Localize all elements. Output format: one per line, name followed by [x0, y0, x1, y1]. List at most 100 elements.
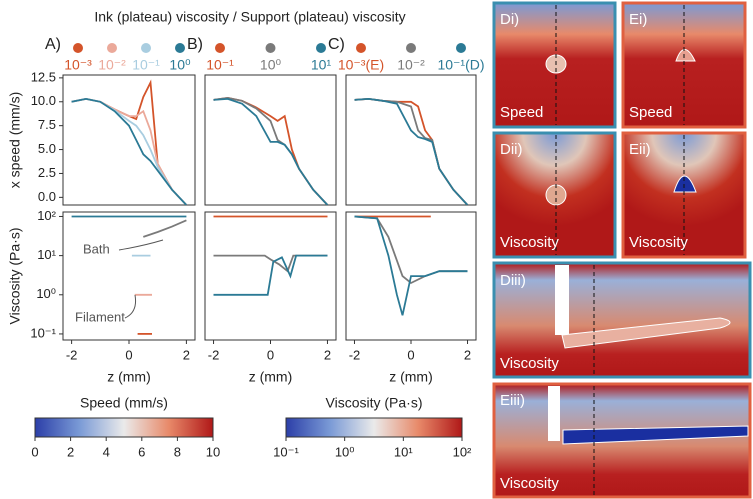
series-line [213, 254, 328, 296]
legend-marker [356, 43, 366, 53]
legend-marker [215, 43, 225, 53]
y-axis-label: Viscosity (Pa·s) [7, 228, 23, 325]
x-tick-label: 8 [174, 444, 181, 459]
series-line [143, 219, 187, 238]
legend-marker [265, 43, 276, 53]
legend-marker [141, 43, 151, 53]
panel-caption: Viscosity [500, 234, 559, 251]
panel-label: Eiii) [500, 392, 525, 409]
series-line [71, 97, 188, 205]
colorbar [285, 417, 463, 438]
panel-caption: Speed [500, 104, 543, 121]
x-tick-label: -2 [208, 347, 220, 362]
panel-label: A) [45, 36, 61, 53]
legend-label: 10⁻² [397, 57, 425, 73]
panel-label: B) [187, 36, 203, 53]
y-tick-label: 10.0 [31, 93, 56, 108]
panel-label: Ei) [629, 11, 647, 28]
x-tick-label: 2 [183, 347, 190, 362]
legend-marker [175, 43, 185, 53]
legend-marker [456, 43, 466, 53]
panel-caption: Speed [629, 104, 672, 121]
x-tick-label: 2 [464, 347, 471, 362]
centerlines [555, 5, 685, 495]
y-tick-label: 5.0 [38, 141, 56, 156]
legend-label: 10⁰ [260, 57, 282, 73]
series-line [354, 97, 469, 205]
y-tick-label: 12.5 [31, 69, 56, 84]
x-axis-label: z (mm) [107, 369, 151, 385]
annotation-arrow [124, 294, 136, 319]
colorbar-title: Viscosity (Pa·s) [326, 395, 423, 411]
annotation: Filament [75, 309, 125, 324]
series-line [354, 97, 469, 205]
y-tick-label: 2.5 [38, 165, 56, 180]
legend-label: 10⁻³(E) [338, 57, 384, 73]
legend-label: 10¹ [311, 57, 332, 73]
legend-marker [73, 43, 83, 53]
series-line [71, 97, 188, 205]
x-tick-label: 10¹ [394, 444, 413, 459]
series-line [213, 97, 329, 205]
x-tick-label: 10⁰ [335, 444, 355, 459]
series-line [213, 96, 329, 205]
panel-label: Eii) [629, 141, 651, 158]
legend-marker [406, 43, 416, 53]
legend-label: 10⁻¹ [132, 57, 160, 73]
series-line [354, 97, 469, 205]
y-tick-label: 0.0 [38, 189, 56, 204]
x-tick-label: 0 [407, 347, 414, 362]
annotation-arrow [118, 239, 164, 251]
y-axis-label: x speed (mm/s) [7, 92, 23, 188]
panel-label: Di) [500, 11, 519, 28]
x-tick-label: -2 [349, 347, 361, 362]
x-tick-label: -2 [66, 347, 78, 362]
annotation: Bath [83, 241, 110, 256]
legend-label: 10⁻¹ [206, 57, 234, 73]
x-tick-label: 2 [324, 347, 331, 362]
x-tick-label: 4 [103, 444, 110, 459]
legend-marker [107, 43, 117, 53]
panel-label: C) [328, 36, 345, 53]
colorbar [34, 417, 214, 438]
series-line [213, 254, 328, 273]
figure-title: Ink (plateau) viscosity / Support (plate… [94, 9, 405, 25]
y-tick-label: 10⁻¹ [30, 325, 56, 340]
legend-label: 10⁻² [98, 57, 126, 73]
panel-label: Dii) [500, 141, 523, 158]
legend-marker [316, 43, 326, 53]
filament [673, 175, 697, 193]
nozzle [548, 386, 560, 441]
plot-frame [62, 74, 196, 206]
y-tick-label: 10² [37, 208, 56, 223]
colorbar-title: Speed (mm/s) [80, 395, 168, 411]
series-line [71, 97, 188, 205]
legend-label: 10⁻³ [64, 57, 92, 73]
y-tick-label: 10⁰ [36, 286, 56, 301]
x-tick-label: 10⁻¹ [273, 444, 299, 459]
x-tick-label: 0 [125, 347, 132, 362]
x-axis-label: z (mm) [249, 369, 293, 385]
panel-label: Diii) [500, 272, 526, 289]
panel-caption: Viscosity [500, 475, 559, 492]
panel-caption: Viscosity [500, 355, 559, 372]
legend-label: 10⁻¹(D) [437, 57, 484, 73]
panel-caption: Viscosity [629, 234, 688, 251]
x-tick-label: 0 [31, 444, 38, 459]
y-tick-label: 10¹ [37, 247, 56, 262]
series-line [354, 215, 468, 316]
y-tick-label: 7.5 [38, 117, 56, 132]
plot-frame [204, 74, 337, 206]
nozzle [555, 265, 569, 335]
x-tick-label: 10² [453, 444, 472, 459]
filament [561, 317, 731, 349]
x-tick-label: 2 [67, 444, 74, 459]
image-panels: Di) Speed Ei) Speed Dii) Viscosity Eii) … [492, 1, 752, 499]
x-tick-label: 10 [206, 444, 220, 459]
plot-frame [345, 74, 477, 206]
filament [675, 49, 696, 62]
series-line [354, 215, 468, 285]
x-axis-label: z (mm) [389, 369, 433, 385]
x-tick-label: 6 [138, 444, 145, 459]
